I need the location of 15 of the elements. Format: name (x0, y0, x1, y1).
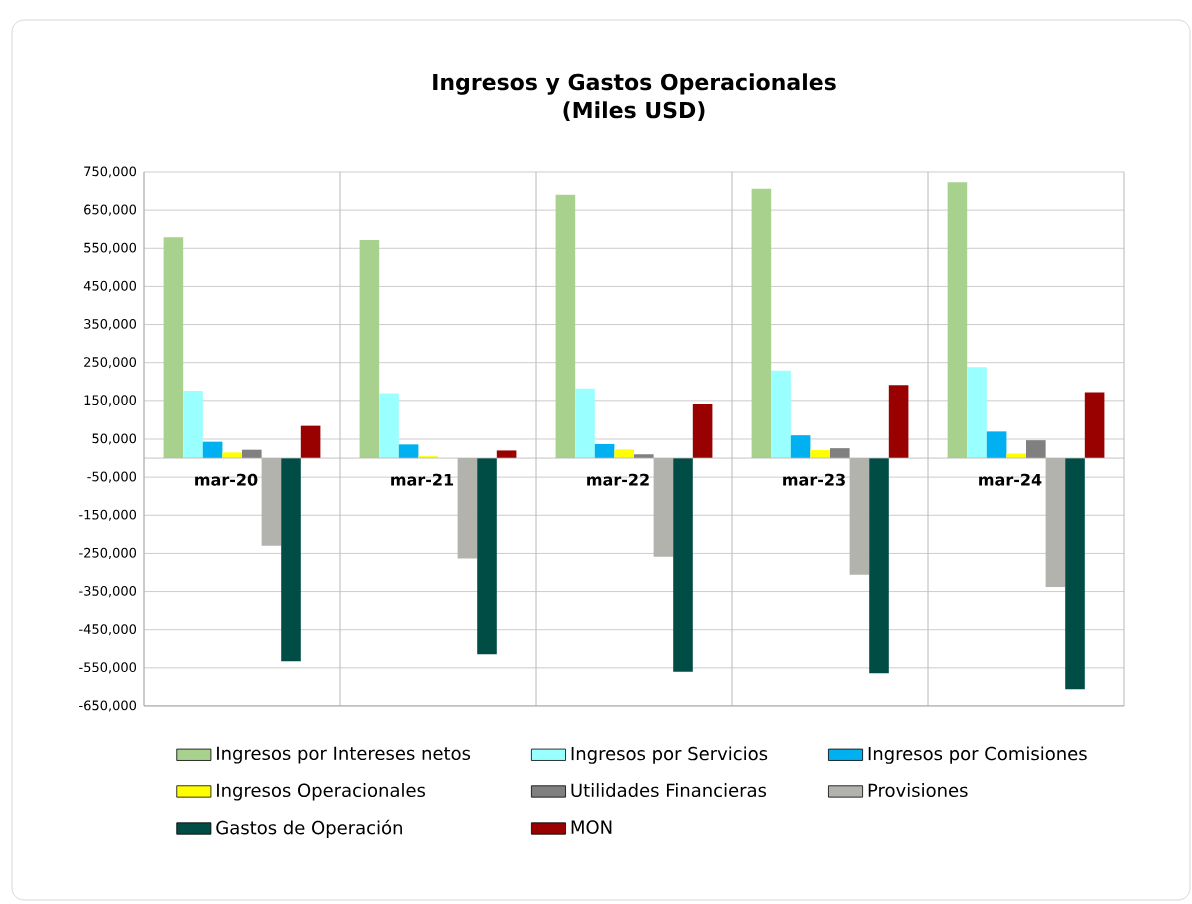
chart-title: Ingresos y Gastos Operacionales (433, 73, 836, 95)
legend-label: Gastos de Operación (216, 819, 402, 838)
legend-label: Ingresos Operacionales (217, 783, 426, 801)
x-tick-label: mar-21 (391, 473, 454, 486)
x-tick-label: mar-22 (587, 473, 649, 486)
chart-subtitle: (Miles USD) (563, 101, 705, 121)
legend-label: Ingresos por Servicios (571, 746, 768, 764)
legend-label: Ingresos por Intereses netos (217, 746, 471, 764)
legend-label: Ingresos por Comisiones (868, 746, 1087, 764)
x-tick-label: mar-24 (979, 473, 1042, 486)
legend-label: Provisiones (868, 783, 968, 798)
x-tick-label: mar-23 (783, 473, 845, 486)
x-tick-label: mar-20 (195, 473, 258, 486)
legend-label: Utilidades Financieras (571, 783, 767, 798)
legend-label: MON (571, 820, 612, 834)
